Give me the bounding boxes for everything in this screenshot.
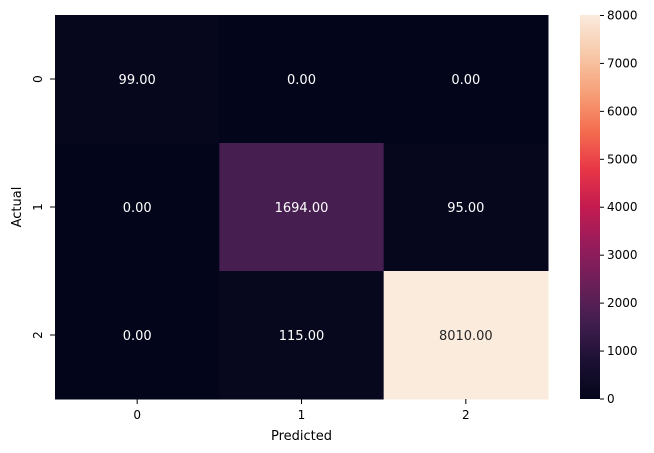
cell-value-label: 95.00 (447, 201, 484, 216)
colorbar-tick-label: 6000 (607, 104, 638, 118)
colorbar-tick-label: 4000 (607, 200, 638, 214)
cell-value-label: 1694.00 (275, 201, 329, 216)
x-tick-label: 2 (462, 408, 470, 422)
heatmap-cell-r2-c0 (55, 271, 220, 400)
x-axis-title: Predicted (271, 429, 332, 444)
colorbar-tick-label: 8000 (607, 8, 638, 22)
y-tick-label: 0 (31, 75, 45, 83)
colorbar-tick-label: 3000 (607, 248, 638, 262)
heatmap-cell-r1-c2 (383, 143, 549, 272)
heatmap-cells (55, 15, 549, 400)
y-axis-ticks: 0 1 2 (31, 75, 55, 339)
colorbar-ticks: 0 1000 2000 3000 4000 5000 6000 7000 8000 (600, 8, 638, 406)
colorbar-tick-label: 7000 (607, 56, 638, 70)
heatmap-cell-r2-c2 (383, 271, 549, 400)
colorbar-tick-label: 5000 (607, 152, 638, 166)
heatmap-cell-labels: 99.00 0.00 0.00 0.00 1694.00 95.00 0.00 115.00 8… (119, 73, 493, 344)
cell-value-label: 0.00 (123, 201, 152, 216)
colorbar-tick-label: 0 (607, 392, 615, 406)
colorbar (580, 15, 600, 399)
cell-value-label: 0.00 (123, 329, 152, 344)
heatmap-cell-r1-c1 (219, 143, 385, 272)
cell-value-label: 115.00 (279, 329, 325, 344)
cell-value-label: 0.00 (451, 73, 480, 88)
heatmap-cell-r0-c2 (383, 15, 549, 144)
y-axis-title: Actual (10, 187, 25, 228)
heatmap-cell-r1-c0 (55, 143, 220, 272)
cell-value-label: 0.00 (287, 73, 316, 88)
heatmap-cell-r0-c1 (219, 15, 385, 144)
x-tick-label: 0 (133, 408, 141, 422)
y-tick-label: 1 (31, 203, 45, 211)
x-tick-label: 1 (298, 408, 306, 422)
y-tick-label: 2 (31, 331, 45, 339)
x-axis-ticks: 0 1 2 (133, 399, 470, 422)
cell-value-label: 8010.00 (439, 329, 493, 344)
colorbar-tick-label: 1000 (607, 344, 638, 358)
colorbar-tick-label: 2000 (607, 296, 638, 310)
cell-value-label: 99.00 (119, 73, 156, 88)
heatmap-cell-r2-c1 (219, 271, 385, 400)
heatmap-cell-r0-c0 (55, 15, 220, 144)
